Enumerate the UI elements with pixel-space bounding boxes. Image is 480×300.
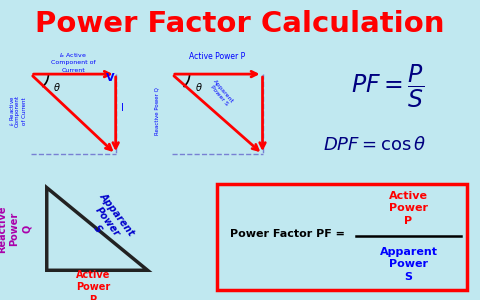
Text: Component: Component [15, 95, 20, 127]
Text: Apparent
Power S: Apparent Power S [208, 79, 235, 108]
Text: Active
Power
P: Active Power P [76, 270, 110, 300]
Text: $\theta$: $\theta$ [194, 81, 203, 93]
Text: $I_a$ Active: $I_a$ Active [60, 51, 87, 60]
Text: $PF = \dfrac{P}{S}$: $PF = \dfrac{P}{S}$ [351, 63, 425, 110]
Text: Power Factor Calculation: Power Factor Calculation [35, 10, 445, 38]
Text: of Current: of Current [22, 97, 27, 125]
FancyBboxPatch shape [217, 184, 467, 290]
Text: Current: Current [61, 68, 85, 73]
Text: Power Factor PF =: Power Factor PF = [230, 229, 345, 239]
Text: $I_r$ Reactive: $I_r$ Reactive [8, 96, 17, 126]
Text: Reactive
Power
Q: Reactive Power Q [0, 205, 32, 253]
Text: V: V [106, 74, 114, 83]
Text: $DPF = \cos\theta$: $DPF = \cos\theta$ [323, 136, 426, 154]
Text: Apparent
Power
S: Apparent Power S [380, 247, 437, 282]
Text: Apparent
Power
S: Apparent Power S [78, 191, 136, 253]
Text: Active
Power
P: Active Power P [389, 191, 428, 226]
Text: Active Power P: Active Power P [189, 52, 245, 61]
Text: I: I [121, 103, 124, 113]
Text: Reactive Power Q: Reactive Power Q [155, 87, 160, 135]
Text: $\theta$: $\theta$ [53, 81, 61, 93]
Text: Component of: Component of [51, 60, 96, 65]
